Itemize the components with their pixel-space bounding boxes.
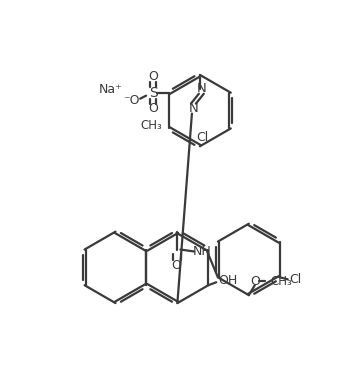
Text: N: N (197, 82, 207, 95)
Text: CH₃: CH₃ (140, 119, 162, 132)
Text: ⁻O: ⁻O (123, 94, 139, 107)
Text: NH: NH (193, 245, 211, 258)
Text: O: O (148, 102, 158, 115)
Text: CH₃: CH₃ (271, 275, 292, 288)
Text: N: N (189, 102, 199, 115)
Text: S: S (149, 86, 157, 100)
Text: O: O (171, 259, 181, 272)
Text: Na⁺: Na⁺ (99, 83, 122, 96)
Text: O: O (250, 275, 260, 288)
Text: Cl: Cl (197, 131, 209, 144)
Text: Cl: Cl (289, 273, 302, 286)
Text: O: O (148, 70, 158, 83)
Text: OH: OH (218, 274, 238, 287)
